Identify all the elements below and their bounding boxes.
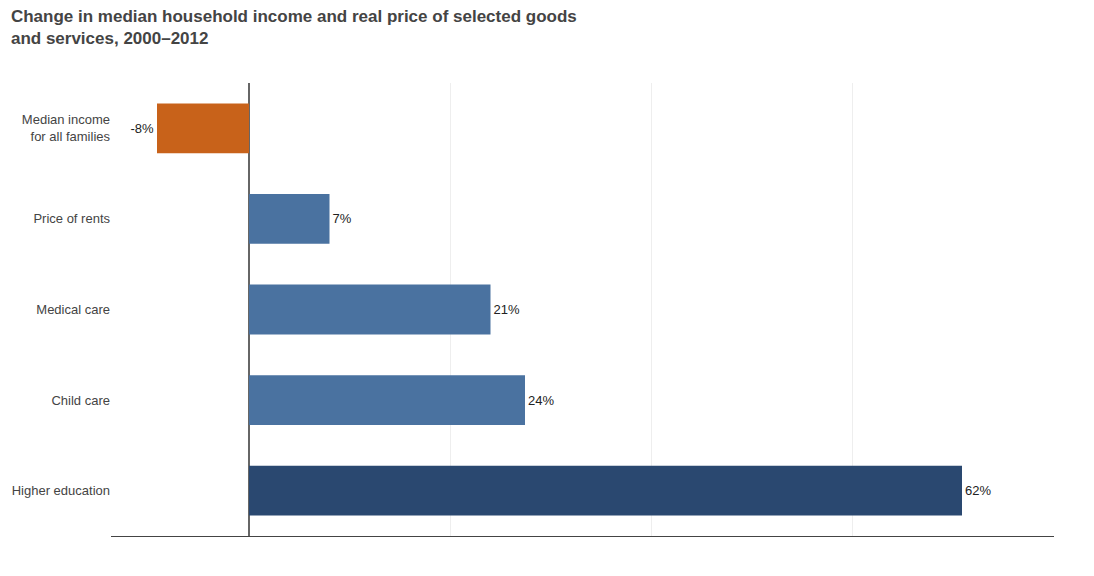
svg-text:Change in median household inc: Change in median household income and re… — [11, 7, 577, 48]
svg-text:21%: 21% — [494, 302, 520, 317]
svg-text:62%: 62% — [965, 483, 991, 498]
svg-text:7%: 7% — [333, 211, 352, 226]
svg-text:24%: 24% — [528, 393, 554, 408]
svg-text:Child care: Child care — [51, 393, 110, 408]
svg-text:Higher education: Higher education — [12, 483, 110, 498]
svg-text:-8%: -8% — [130, 121, 154, 136]
svg-text:Price of rents: Price of rents — [33, 211, 110, 226]
svg-text:Median incomefor all families: Median incomefor all families — [22, 112, 111, 144]
svg-text:Medical care: Medical care — [36, 302, 110, 317]
